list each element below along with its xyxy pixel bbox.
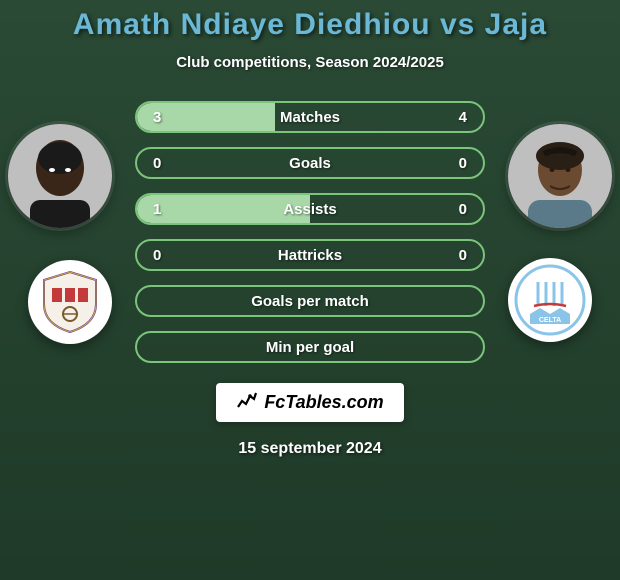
stat-value-right: 4 [459,109,467,126]
stat-label: Matches [280,109,340,126]
stats-area: 3 Matches 4 0 Goals 0 1 Assists 0 0 Hattricks 0 Goal… [135,101,485,363]
subtitle: Club competitions, Season 2024/2025 [176,54,444,71]
stat-value-left: 1 [153,201,161,218]
page-title: Amath Ndiaye Diedhiou vs Jaja [73,8,547,42]
site-badge: FcTables.com [216,383,403,422]
player-avatar-left [8,124,112,228]
stat-row: 0 Goals 0 [135,147,485,179]
stat-row: Min per goal [135,331,485,363]
site-name: FcTables.com [264,392,383,413]
stat-label: Hattricks [278,247,342,264]
stat-row: Goals per match [135,285,485,317]
stat-value-left: 0 [153,155,161,172]
stat-row: 0 Hattricks 0 [135,239,485,271]
stat-label: Goals per match [251,293,369,310]
stat-value-right: 0 [459,155,467,172]
date-text: 15 september 2024 [238,440,381,458]
stat-row: 3 Matches 4 [135,101,485,133]
chart-icon [236,391,258,414]
stat-label: Goals [289,155,331,172]
team-badge-left [28,260,112,344]
stat-row: 1 Assists 0 [135,193,485,225]
stat-label: Assists [283,201,336,218]
stat-label: Min per goal [266,339,354,356]
player-avatar-right [508,124,612,228]
team-badge-right: CELTA [508,258,592,342]
svg-text:CELTA: CELTA [539,317,561,324]
stat-value-left: 3 [153,109,161,126]
stat-value-right: 0 [459,247,467,264]
stat-value-left: 0 [153,247,161,264]
stat-value-right: 0 [459,201,467,218]
